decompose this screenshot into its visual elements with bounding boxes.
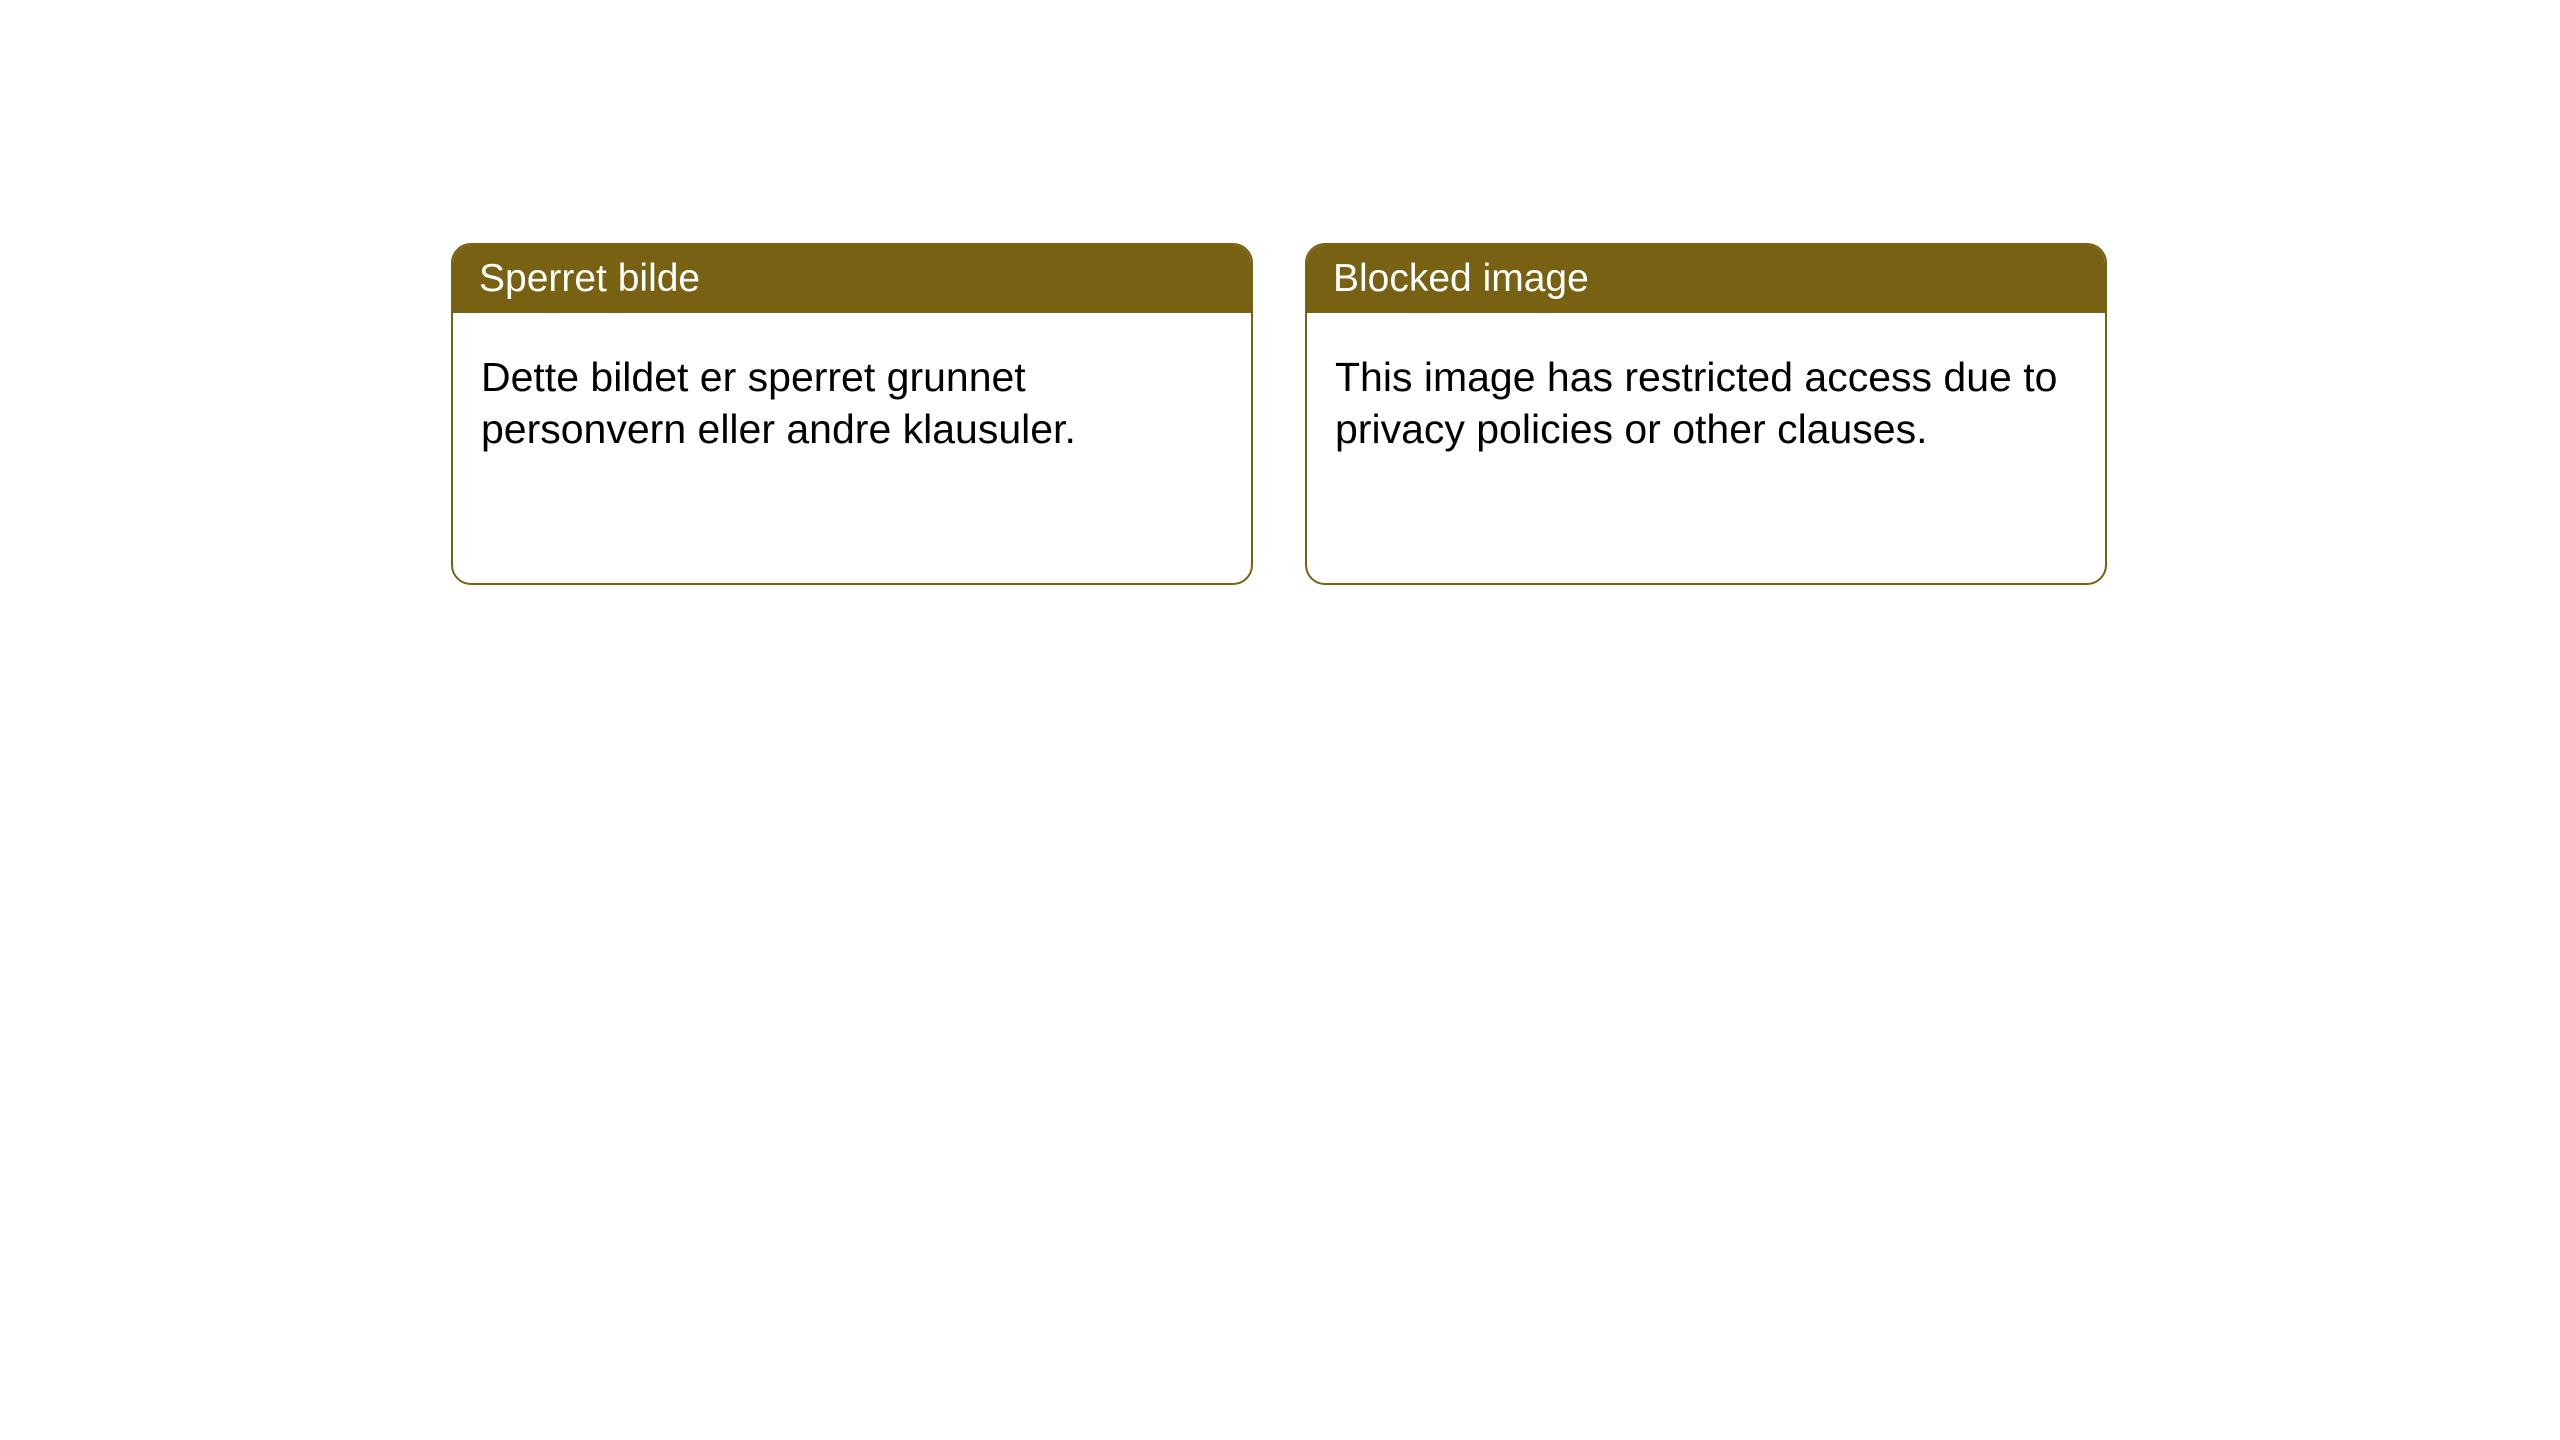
card-body: Dette bildet er sperret grunnet personve… [453, 313, 1251, 583]
card-title: Blocked image [1333, 257, 1589, 300]
card-body: This image has restricted access due to … [1307, 313, 2105, 583]
notice-card-english: Blocked image This image has restricted … [1305, 243, 2107, 585]
notice-card-norwegian: Sperret bilde Dette bildet er sperret gr… [451, 243, 1253, 585]
card-title: Sperret bilde [479, 257, 700, 300]
card-header: Blocked image [1307, 245, 2105, 313]
card-message: This image has restricted access due to … [1335, 354, 2057, 452]
card-header: Sperret bilde [453, 245, 1251, 313]
notice-cards-container: Sperret bilde Dette bildet er sperret gr… [0, 0, 2560, 585]
card-message: Dette bildet er sperret grunnet personve… [481, 354, 1076, 452]
